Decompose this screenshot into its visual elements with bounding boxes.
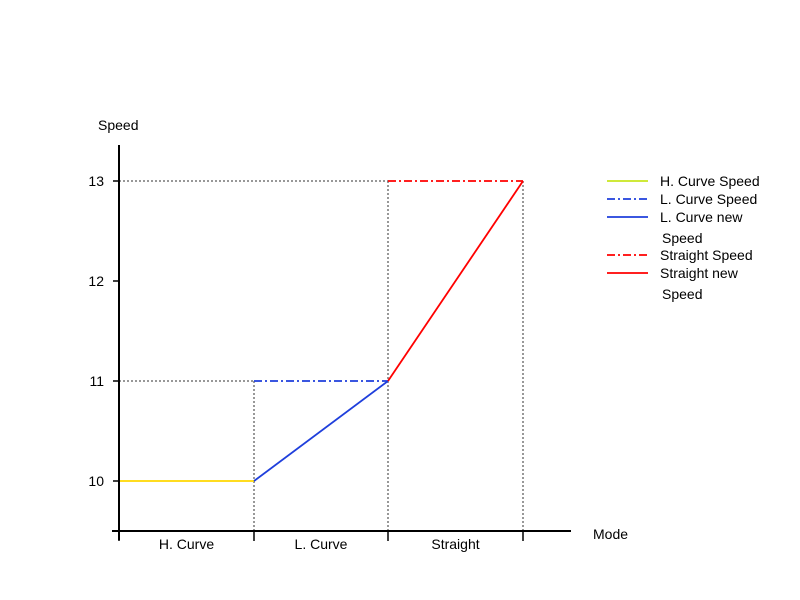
legend-entry-label: Speed <box>662 230 702 246</box>
series-line-straight-new-speed <box>387 180 524 382</box>
y-axis-ticks: 10 11 12 13 <box>88 173 119 489</box>
y-tick-label: 11 <box>89 373 104 389</box>
legend: H. Curve Speed L. Curve Speed L. Curve new… <box>607 173 760 302</box>
legend-entry-label: Straight new <box>660 265 739 281</box>
y-tick-label: 10 <box>88 473 104 489</box>
reference-lines <box>119 180 524 531</box>
legend-entry-label: H. Curve Speed <box>660 173 760 189</box>
x-axis-ticks: H. Curve L. Curve Straight <box>118 531 524 552</box>
legend-entry-label: L. Curve Speed <box>660 191 757 207</box>
x-axis-label: Mode <box>593 526 628 542</box>
x-category-label: Straight <box>431 536 479 552</box>
x-category-label: H. Curve <box>159 536 214 552</box>
legend-entry-label: Speed <box>662 286 702 302</box>
legend-entry-label: L. Curve new <box>660 209 743 225</box>
legend-entry-label: Straight Speed <box>660 247 753 263</box>
series-line-l-curve-new-speed <box>253 380 389 482</box>
x-category-label: L. Curve <box>295 536 348 552</box>
y-tick-label: 13 <box>88 173 104 189</box>
y-axis-label: Speed <box>98 117 138 133</box>
y-tick-label: 12 <box>88 273 104 289</box>
series-lines <box>119 180 524 482</box>
